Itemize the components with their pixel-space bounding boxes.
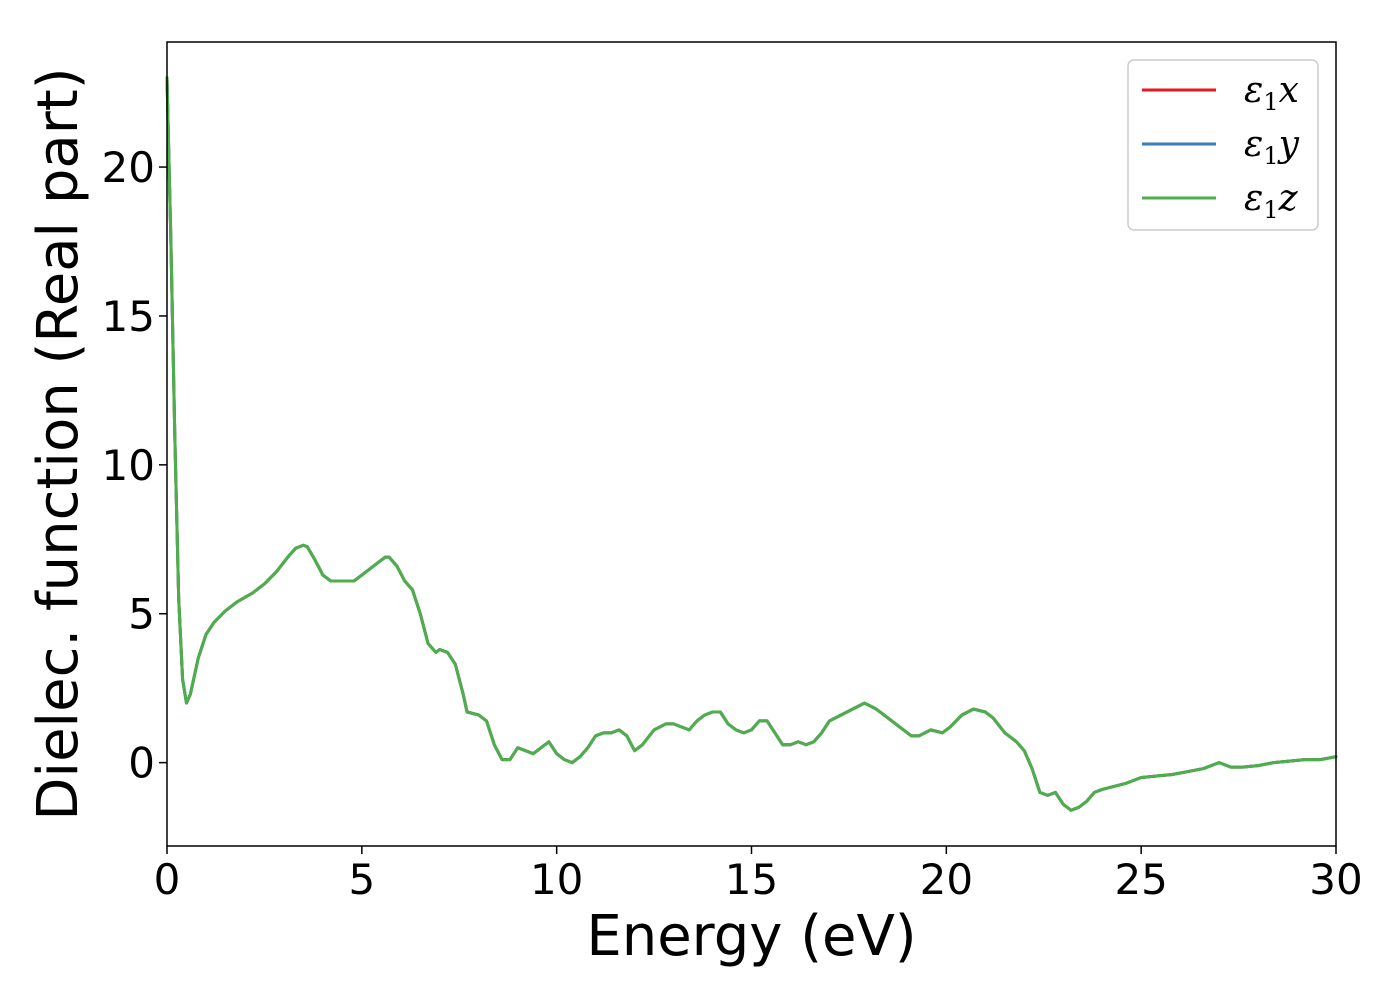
x-tick-label: 30 (1309, 855, 1362, 904)
series-line-3 (165, 76, 1338, 812)
y-tick-label: 15 (102, 292, 155, 341)
x-tick-label: 20 (920, 855, 973, 904)
legend: ε1x ε1y ε1z (1127, 59, 1319, 231)
series-layer (165, 76, 1338, 812)
ticks-layer: 0 5 10 15 20 25 30 0 5 10 15 20 (102, 143, 1363, 904)
legend-label-1: ε1x (1244, 70, 1299, 116)
y-axis-title: Dielec. function (Real part) (26, 67, 91, 820)
legend-label-2: ε1y (1244, 124, 1300, 170)
y-tick-label: 0 (128, 739, 155, 788)
y-tick-label: 20 (102, 143, 155, 192)
x-axis-title: Energy (eV) (586, 904, 916, 969)
x-tick-label: 25 (1114, 855, 1167, 904)
y-tick-label: 5 (128, 590, 155, 639)
x-tick-label: 0 (154, 855, 181, 904)
legend-frame (1127, 59, 1319, 231)
x-tick-label: 5 (348, 855, 375, 904)
x-tick-label: 15 (725, 855, 778, 904)
x-tick-label: 10 (530, 855, 583, 904)
legend-label-3: ε1z (1244, 178, 1299, 224)
y-tick-label: 10 (102, 441, 155, 490)
